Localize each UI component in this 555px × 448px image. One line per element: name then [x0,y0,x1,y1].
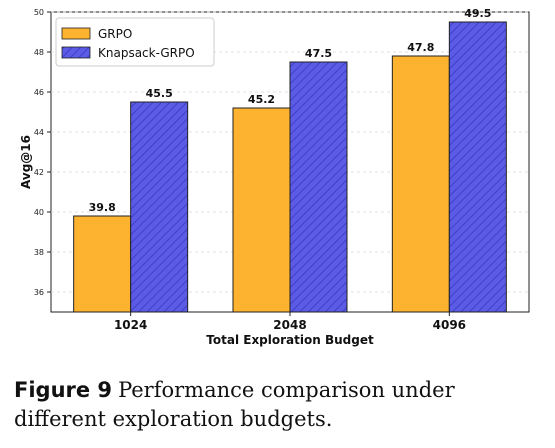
legend: GRPO Knapsack-GRPO [55,17,215,67]
legend-label-knapsack-grpo: Knapsack-GRPO [98,46,195,60]
y-tick-label: 48 [34,48,44,57]
legend-box [55,17,215,67]
data-label: 45.2 [248,93,275,106]
data-label: 49.5 [464,7,491,20]
bar-grpo-4096 [391,55,450,313]
bar-grpo-1024 [73,215,132,313]
bar-knapsack-grpo-1024 [130,101,189,313]
legend-label-grpo: GRPO [98,27,132,41]
figure-label: Figure 9 [14,378,113,402]
x-tick-label: 2048 [273,318,306,332]
x-tick-label: 1024 [114,318,147,332]
y-tick-label: 40 [34,208,44,217]
legend-swatch-grpo [61,27,91,40]
data-label: 39.8 [89,201,116,214]
figure-caption: Figure 9 Performance comparison under dif… [14,376,544,434]
legend-swatch-knapsack-grpo [61,46,91,59]
y-tick-label: 38 [34,248,44,257]
bar-knapsack-grpo-2048 [289,61,348,313]
x-axis-label: Total Exploration Budget [206,333,374,347]
data-label: 47.5 [305,47,332,60]
x-tick-label: 4096 [433,318,466,332]
y-axis-label: Avg@16 [19,135,33,189]
y-tick-label: 50 [34,8,44,17]
bar-knapsack-grpo-4096 [448,21,507,313]
data-label: 45.5 [146,87,173,100]
y-tick-label: 42 [34,168,44,177]
y-tick-label: 44 [34,128,44,137]
y-tick-label: 46 [34,88,44,97]
y-tick-label: 36 [34,288,44,297]
bar-grpo-2048 [232,107,291,313]
caption-text: Performance comparison under different e… [14,378,455,431]
bar-chart: 36 38 40 42 44 46 48 50 39.8 45.5 45.2 47.5 47.8 49.… [19,7,530,347]
data-label: 47.8 [407,41,434,54]
